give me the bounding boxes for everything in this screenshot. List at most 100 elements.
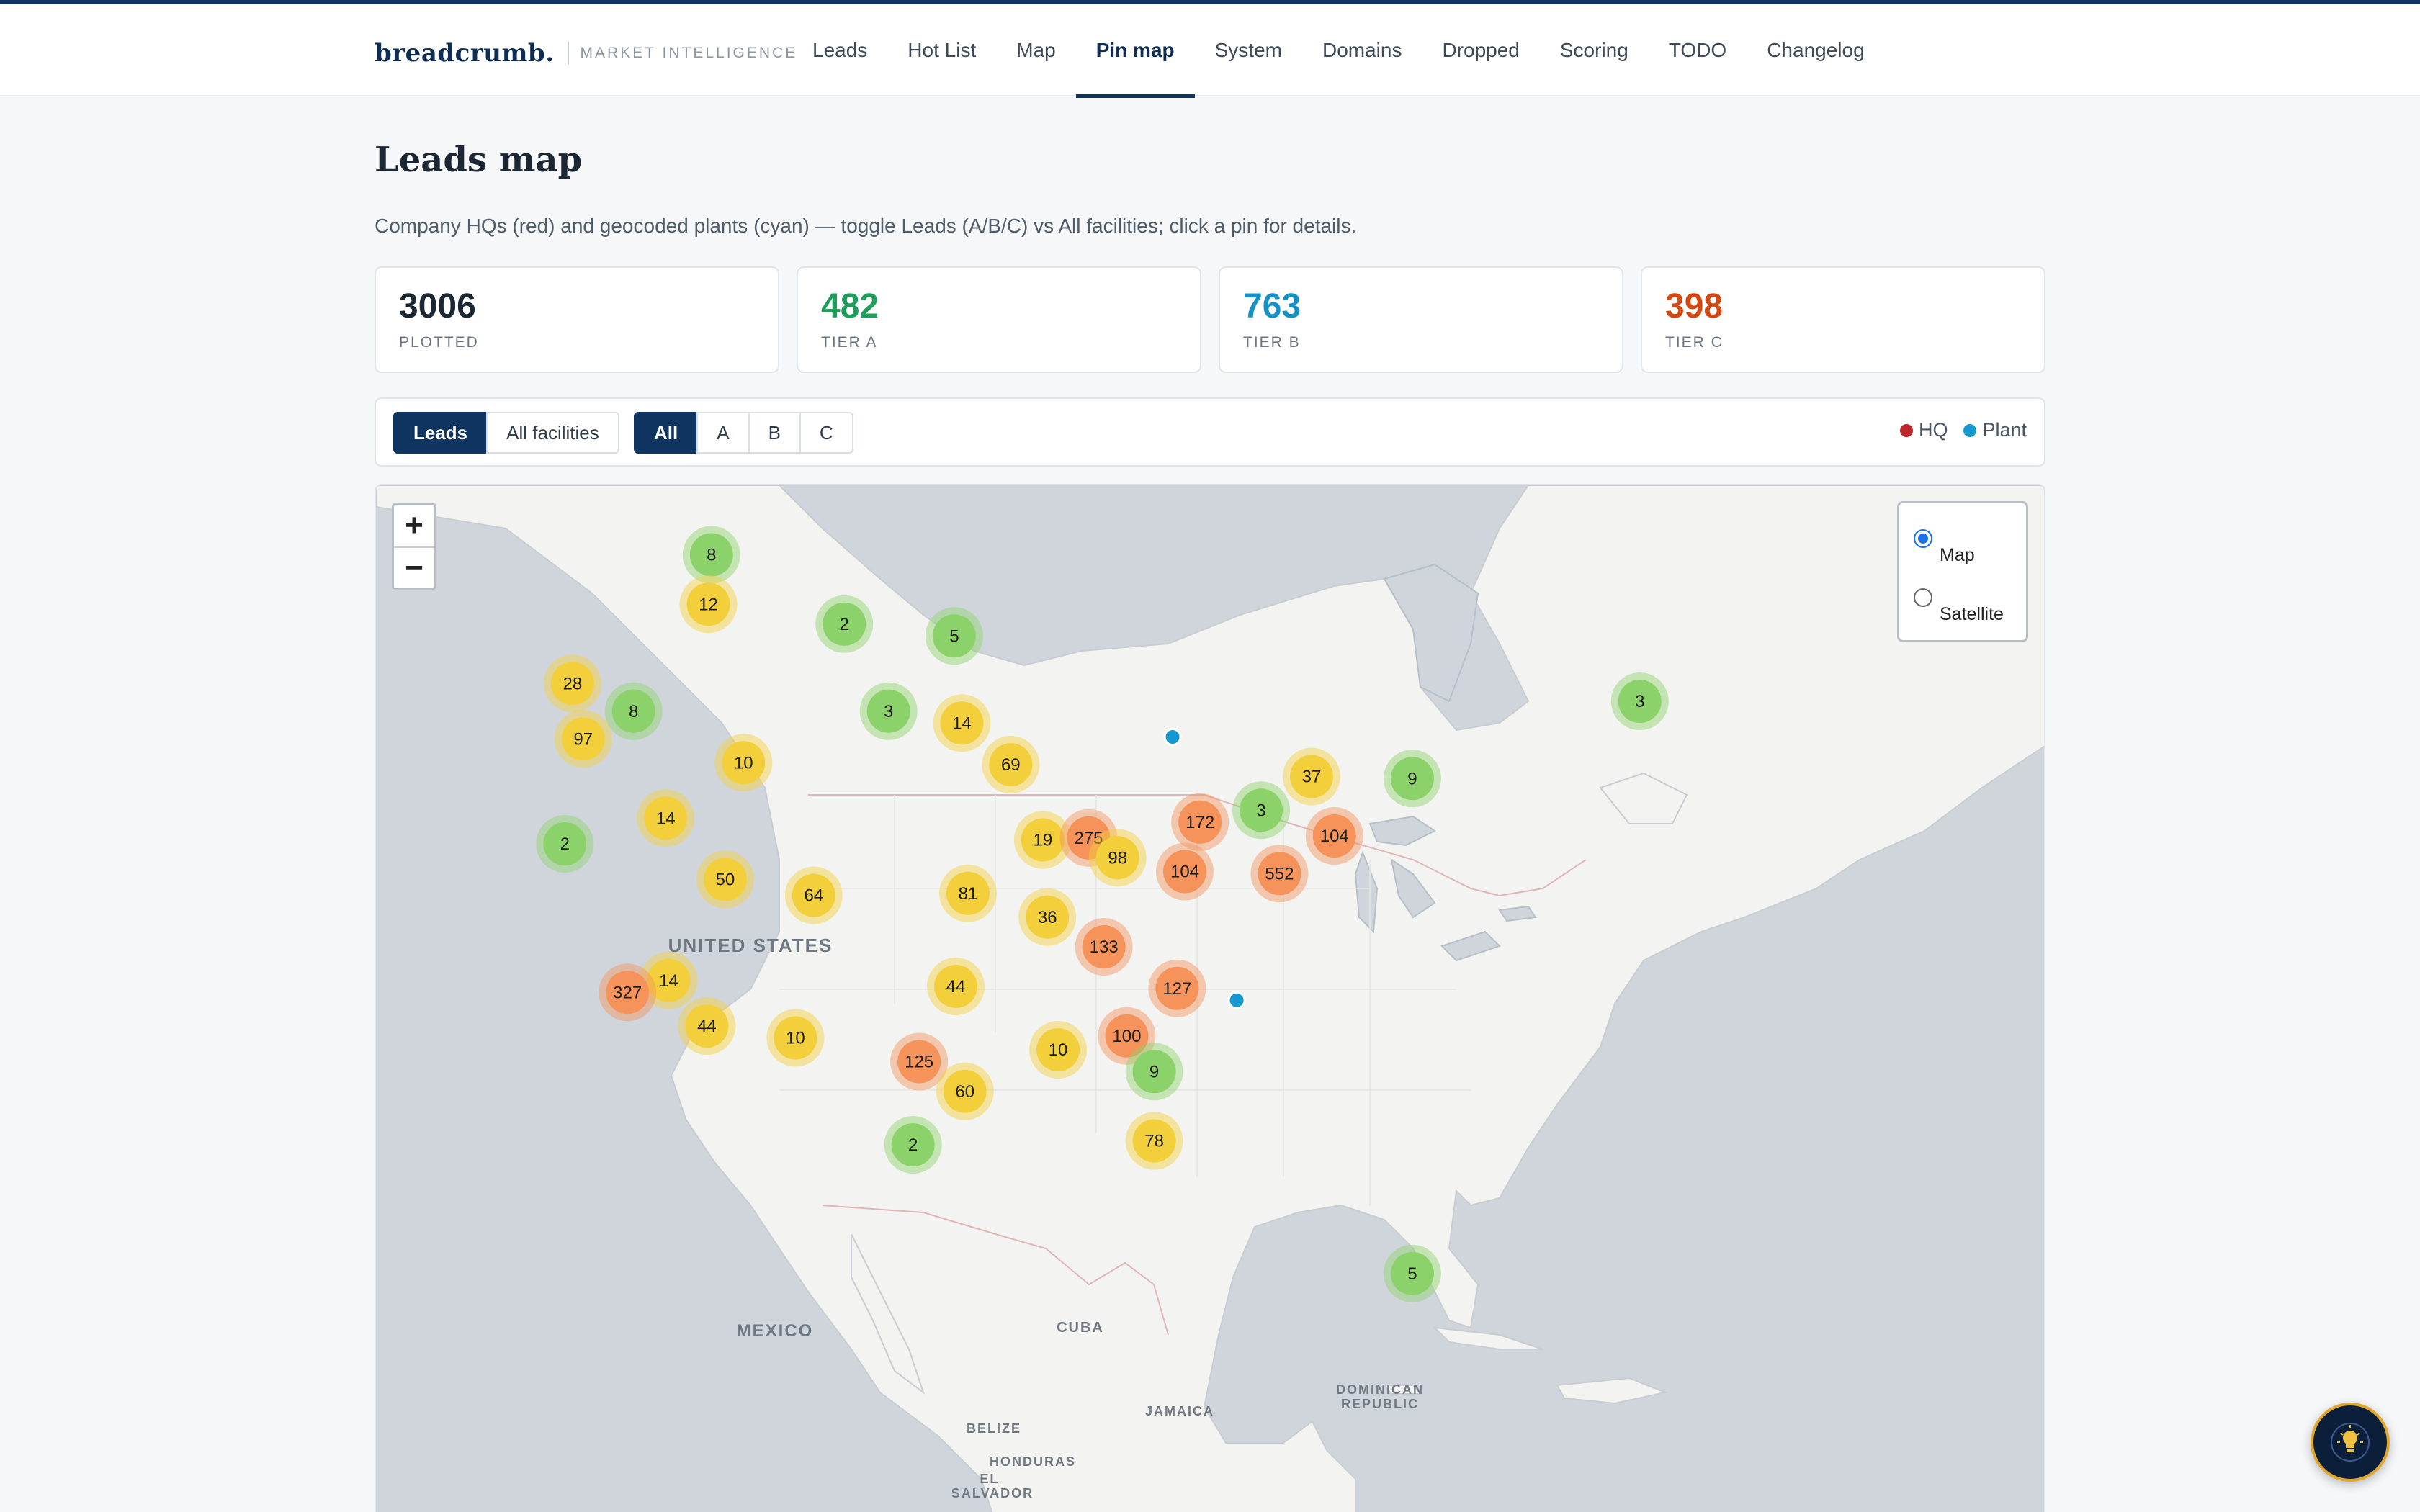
cluster-count: 10 (734, 753, 753, 773)
cluster-marker[interactable]: 97 (554, 710, 612, 768)
stat-card-plotted: 3006 PLOTTED (375, 266, 779, 373)
cluster-count: 5 (949, 626, 959, 646)
place-label: EL (980, 1472, 999, 1486)
cluster-marker[interactable]: 127 (1148, 959, 1206, 1017)
cluster-marker[interactable]: 8 (682, 526, 740, 584)
layer-map-option[interactable]: Map (1914, 528, 1975, 571)
cluster-marker[interactable]: 327 (599, 963, 657, 1022)
mode-leads-button[interactable]: Leads (393, 412, 488, 454)
cluster-marker[interactable]: 98 (1088, 829, 1147, 887)
leads-map[interactable]: UNITED STATES MEXICO CUBA JAMAICA DOMINICAN R… (375, 484, 2045, 1512)
cluster-marker[interactable]: 37 (1282, 747, 1340, 806)
nav-system[interactable]: System (1214, 39, 1282, 61)
cluster-count: 104 (1320, 827, 1349, 846)
cluster-marker[interactable]: 2 (536, 815, 594, 873)
basemap-land (376, 485, 2044, 1512)
cluster-marker[interactable]: 36 (1018, 888, 1077, 946)
page-subtitle: Company HQs (red) and geocoded plants (c… (375, 215, 1357, 237)
layer-map-radio[interactable] (1914, 529, 1932, 548)
cluster-marker[interactable]: 60 (936, 1062, 994, 1120)
nav-leads[interactable]: Leads (812, 39, 868, 61)
cluster-marker[interactable]: 50 (696, 850, 754, 909)
cluster-marker[interactable]: 81 (938, 864, 997, 922)
cluster-marker[interactable]: 5 (1383, 1244, 1441, 1302)
tier-all-button[interactable]: All (634, 412, 699, 454)
cluster-marker[interactable]: 69 (982, 736, 1040, 793)
cluster-marker[interactable]: 8 (604, 682, 663, 740)
brand-logo: breadcrumb. (375, 39, 555, 68)
cluster-count: 3 (1256, 801, 1265, 820)
cluster-marker[interactable]: 10 (1029, 1021, 1088, 1079)
mode-all-facilities-button[interactable]: All facilities (486, 412, 619, 454)
cluster-marker[interactable]: 14 (637, 789, 695, 847)
nav-changelog[interactable]: Changelog (1767, 39, 1865, 61)
zoom-control: + − (392, 503, 436, 590)
cluster-marker[interactable]: 2 (884, 1116, 942, 1174)
cluster-count: 8 (707, 546, 716, 565)
cluster-marker[interactable]: 9 (1125, 1043, 1183, 1101)
place-label: SALVADOR (951, 1486, 1034, 1500)
cluster-count: 552 (1265, 864, 1294, 883)
cluster-marker[interactable]: 12 (679, 575, 738, 634)
cluster-marker[interactable]: 104 (1156, 842, 1214, 901)
cluster-marker[interactable]: 5 (925, 607, 983, 665)
plant-marker[interactable] (1227, 991, 1246, 1009)
layer-satellite-label: Satellite (1940, 604, 2004, 624)
cluster-marker[interactable]: 100 (1098, 1007, 1156, 1065)
map-canvas[interactable]: UNITED STATES MEXICO CUBA JAMAICA DOMINICANR… (376, 485, 2045, 1512)
cluster-marker[interactable]: 104 (1305, 807, 1363, 865)
cluster-marker[interactable]: 125 (890, 1032, 949, 1091)
lightbulb-icon (2331, 1423, 2370, 1462)
cluster-count: 78 (1144, 1132, 1164, 1151)
assistant-button[interactable] (2311, 1403, 2390, 1482)
cluster-count: 127 (1162, 979, 1191, 999)
cluster-count: 98 (1108, 848, 1127, 868)
nav-hot-list[interactable]: Hot List (908, 39, 977, 61)
cluster-marker[interactable]: 19 (1013, 811, 1072, 869)
tier-a-button[interactable]: A (696, 412, 750, 454)
nav-todo[interactable]: TODO (1668, 39, 1727, 61)
cluster-marker[interactable]: 14 (933, 694, 991, 752)
cluster-marker[interactable]: 10 (714, 734, 773, 792)
cluster-marker[interactable]: 172 (1171, 793, 1229, 851)
nav-pin-map[interactable]: Pin map (1075, 4, 1195, 98)
cluster-marker[interactable]: 44 (678, 997, 736, 1055)
cluster-marker[interactable]: 44 (927, 958, 985, 1015)
place-labels: UNITED STATES MEXICO CUBA JAMAICA DOMINICANR… (668, 935, 1424, 1500)
cluster-marker[interactable]: 10 (766, 1009, 825, 1067)
brand-tagline: MARKET INTELLIGENCE (580, 45, 798, 61)
nav-dropped[interactable]: Dropped (1442, 39, 1520, 61)
cluster-marker[interactable]: 78 (1125, 1112, 1183, 1170)
layer-satellite-radio[interactable] (1914, 588, 1932, 607)
map-toolbar: Leads All facilities All A B C HQ Plant (375, 397, 2045, 467)
cluster-count: 12 (699, 595, 718, 614)
place-label: HONDURAS (990, 1454, 1076, 1469)
cluster-marker[interactable]: 64 (784, 866, 843, 924)
nav-scoring[interactable]: Scoring (1559, 39, 1628, 61)
cluster-marker[interactable]: 552 (1250, 845, 1309, 903)
zoom-out-button[interactable]: − (394, 546, 434, 588)
cluster-marker[interactable]: 3 (1232, 781, 1290, 840)
cluster-marker[interactable]: 28 (543, 654, 601, 713)
cluster-count: 69 (1001, 755, 1021, 775)
cluster-marker[interactable]: 133 (1075, 918, 1133, 976)
plant-marker[interactable] (1163, 728, 1182, 746)
cluster-marker[interactable]: 3 (859, 682, 918, 740)
nav-domains[interactable]: Domains (1322, 39, 1402, 61)
cluster-marker[interactable]: 3 (1610, 672, 1669, 730)
cluster-count: 44 (946, 977, 966, 996)
cluster-marker[interactable]: 14 (640, 951, 698, 1009)
tier-b-button[interactable]: B (748, 412, 801, 454)
cluster-marker[interactable]: 2 (815, 595, 874, 653)
brand[interactable]: breadcrumb. MARKET INTELLIGENCE (375, 33, 797, 73)
legend-hq: HQ (1899, 419, 1948, 441)
basemap-water (1354, 563, 1537, 962)
cluster-count: 2 (908, 1135, 918, 1155)
layer-satellite-option[interactable]: Satellite (1914, 587, 2004, 630)
place-label: DOMINICAN (1336, 1382, 1424, 1397)
zoom-in-button[interactable]: + (405, 508, 424, 543)
tier-c-button[interactable]: C (799, 412, 853, 454)
nav-map[interactable]: Map (1016, 39, 1056, 61)
cluster-marker[interactable]: 9 (1383, 750, 1441, 808)
